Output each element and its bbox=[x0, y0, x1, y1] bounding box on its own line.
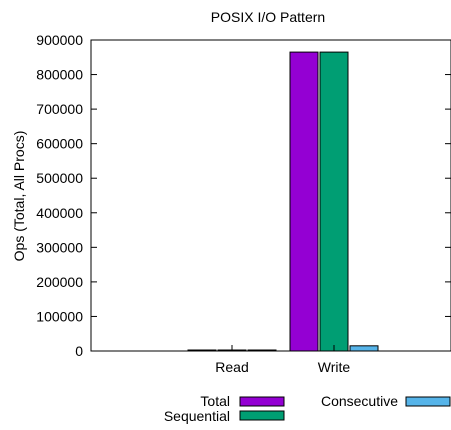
y-tick-label: 900000 bbox=[36, 32, 83, 48]
bar-consecutive-read bbox=[247, 349, 277, 352]
y-axis: 0 100000 200000 300000 400000 500000 600000 700… bbox=[36, 32, 451, 359]
y-tick-label: 500000 bbox=[36, 170, 83, 186]
legend-swatch-consecutive bbox=[405, 396, 451, 407]
chart-title: POSIX I/O Pattern bbox=[211, 9, 325, 25]
y-tick-label: 200000 bbox=[36, 274, 83, 290]
bar-consecutive-write bbox=[349, 345, 379, 352]
bar-sequential-write bbox=[319, 51, 349, 352]
plot-frame bbox=[90, 39, 451, 352]
x-tick-label-write: Write bbox=[318, 359, 351, 375]
y-tick-label: 300000 bbox=[36, 239, 83, 255]
legend-swatch-sequential bbox=[239, 410, 285, 421]
legend-label-sequential: Sequential bbox=[164, 408, 230, 424]
x-axis: Read Write bbox=[215, 345, 350, 375]
y-tick-label: 100000 bbox=[36, 308, 83, 324]
y-tick-label: 800000 bbox=[36, 67, 83, 83]
bar-total-write bbox=[289, 51, 319, 352]
legend-label-total: Total bbox=[200, 393, 230, 409]
bar-total-read bbox=[187, 349, 217, 352]
bars bbox=[187, 51, 379, 352]
x-tick-label-read: Read bbox=[215, 359, 248, 375]
y-tick-label: 700000 bbox=[36, 101, 83, 117]
y-tick-label: 600000 bbox=[36, 136, 83, 152]
y-tick-label: 400000 bbox=[36, 205, 83, 221]
y-tick-label: 0 bbox=[75, 343, 83, 359]
legend-label-consecutive: Consecutive bbox=[321, 393, 398, 409]
y-axis-label: Ops (Total, All Procs) bbox=[11, 131, 27, 262]
legend-swatch-total bbox=[239, 396, 285, 407]
